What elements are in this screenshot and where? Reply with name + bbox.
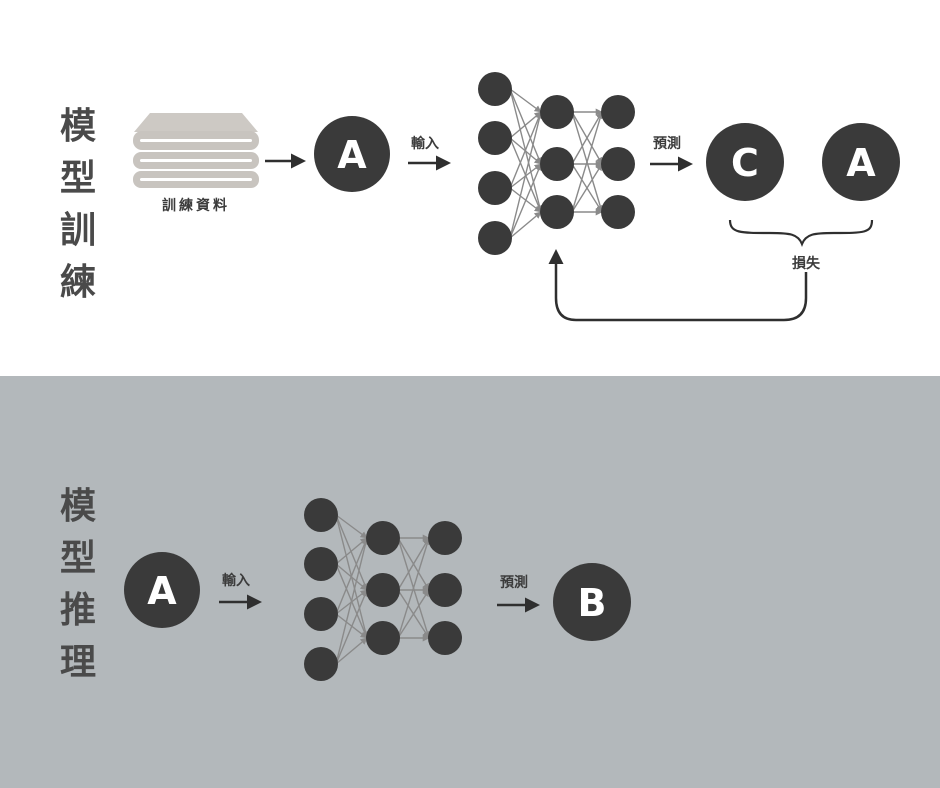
loss-label: 損失 [792, 255, 821, 272]
training-input-letter: A [337, 133, 367, 177]
inference-title: 模 型 推 理 [60, 486, 96, 683]
training-network-node [601, 195, 635, 229]
training-network-edge [509, 111, 543, 239]
inference-network-node [366, 573, 400, 607]
prediction-node: C [706, 123, 784, 201]
inference-network-edge [335, 589, 368, 665]
training-network-edge [509, 211, 542, 239]
inference-title-char-1: 模 [60, 486, 96, 527]
output-node: B [553, 563, 631, 641]
target-letter: A [846, 141, 876, 185]
training-network-node [478, 221, 512, 255]
prediction-letter: C [731, 141, 759, 185]
training-network-edge [509, 88, 542, 113]
inference-title-char-3: 推 [60, 590, 96, 631]
training-network-node [540, 147, 574, 181]
training-network-edge [509, 163, 542, 239]
inference-network-node [304, 647, 338, 681]
loss-brace [728, 219, 874, 247]
inference-title-char-2: 型 [60, 538, 96, 579]
target-node: A [822, 123, 900, 201]
inference-title-char-4: 理 [60, 642, 96, 683]
inference-network-edge [397, 589, 430, 639]
inference-network-node [304, 597, 338, 631]
inference-network-node [304, 547, 338, 581]
training-network-edge [571, 163, 603, 213]
inference-network-edge [335, 514, 368, 539]
training-input-node: A [314, 116, 390, 192]
inference-network-edges [335, 514, 431, 665]
training-title-char-2: 型 [60, 158, 96, 199]
training-network-node [601, 95, 635, 129]
training-network-node [478, 121, 512, 155]
training-network-node [478, 72, 512, 106]
inference-network-node [428, 621, 462, 655]
training-network-edge [509, 111, 542, 189]
inference-network-node [304, 498, 338, 532]
training-network-edges [509, 88, 604, 239]
inference-network-node [428, 573, 462, 607]
training-title-char-1: 模 [60, 106, 96, 147]
inference-input-node: A [124, 552, 200, 628]
training-data-label: 訓練資料 [162, 197, 230, 214]
inference-network-edge [397, 537, 430, 591]
inference-network-nodes [304, 498, 462, 681]
inference-network-node [366, 521, 400, 555]
training-network-nodes [478, 72, 635, 255]
inference-network-edge [335, 537, 368, 615]
loss-feedback-arrow [548, 249, 808, 322]
inference-network-edge [397, 537, 431, 639]
inference-network-edge [335, 537, 369, 665]
inference-input-letter: A [147, 569, 177, 613]
training-title-char-3: 訓 [60, 210, 96, 251]
training-input-label: 輸入 [411, 135, 439, 152]
inference-network-node [428, 521, 462, 555]
inference-network-edge [335, 514, 368, 591]
training-title-char-4: 練 [60, 262, 96, 303]
inference-input-label: 輸入 [222, 572, 250, 589]
inference-network-edge [335, 637, 368, 665]
inference-predict-label: 預測 [500, 574, 528, 591]
training-predict-label: 預測 [653, 135, 681, 152]
training-network-node [540, 95, 574, 129]
training-network-node [601, 147, 635, 181]
inference-network-node [366, 621, 400, 655]
training-network-edge [571, 111, 603, 165]
folded-stack-icon [133, 113, 259, 188]
training-network-node [540, 195, 574, 229]
training-network-edge [571, 111, 604, 213]
training-network-node [478, 171, 512, 205]
output-letter: B [578, 581, 607, 625]
training-title: 模 型 訓 練 [60, 106, 96, 303]
training-network-edge [509, 88, 542, 165]
